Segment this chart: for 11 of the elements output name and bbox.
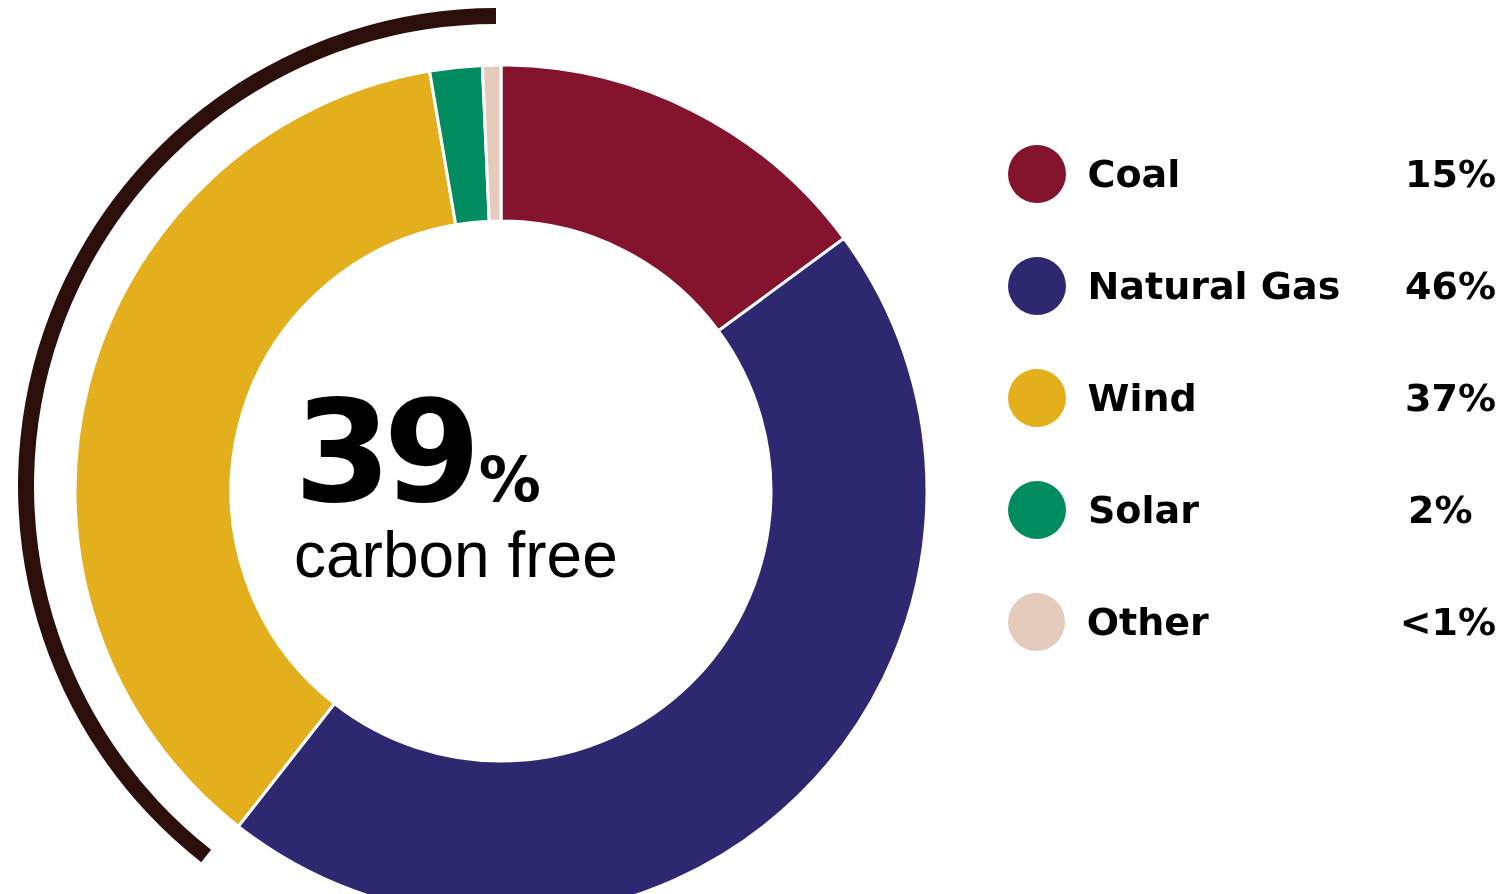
legend-label: Natural Gas	[1087, 264, 1342, 308]
legend-label: Wind	[1087, 376, 1198, 420]
data-label: 37%	[1405, 376, 1496, 420]
data-label: <1%	[1399, 600, 1496, 644]
data-label: 46%	[1405, 264, 1496, 308]
legend-label: Coal	[1087, 152, 1182, 196]
legend-label: Solar	[1088, 488, 1200, 532]
data-label: 15%	[1405, 152, 1496, 196]
data-label: 2%	[1408, 488, 1473, 532]
text: carbon free	[294, 519, 618, 591]
legend-label: Other	[1086, 600, 1210, 644]
